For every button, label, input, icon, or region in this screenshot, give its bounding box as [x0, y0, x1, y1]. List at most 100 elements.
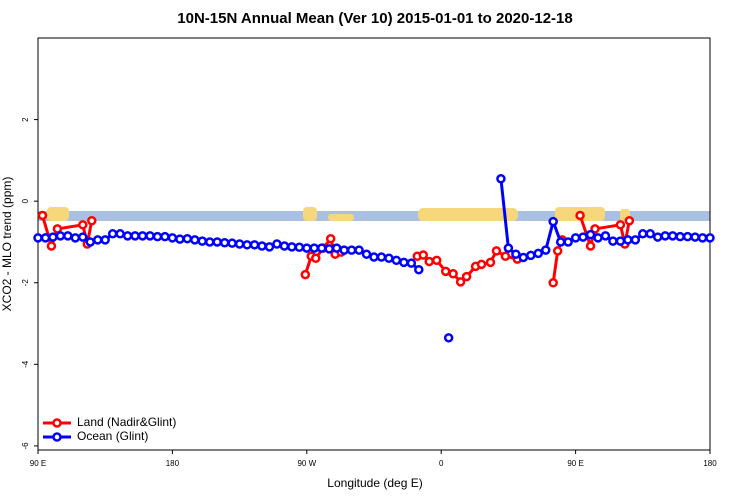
data-point: [182, 233, 193, 244]
x-tick-label: 90 W: [297, 459, 316, 468]
data-point: [485, 257, 496, 268]
data-point: [63, 231, 73, 241]
data-point: [40, 233, 51, 243]
data-point: [623, 235, 633, 245]
data-point: [234, 239, 245, 249]
data-point: [311, 253, 321, 264]
data-point: [624, 215, 635, 226]
data-point: [354, 245, 364, 255]
legend-label: Land (Nadir&Glint): [77, 415, 176, 429]
data-point: [70, 233, 81, 243]
data-point: [548, 216, 558, 227]
data-point: [552, 246, 563, 256]
data-point: [302, 243, 312, 253]
y-tick-label: -2: [21, 279, 30, 287]
x-tick-label: 0: [439, 459, 444, 468]
data-point: [197, 236, 208, 246]
data-point: [406, 258, 417, 268]
data-point: [85, 237, 96, 247]
data-point: [476, 259, 487, 270]
legend-marker: [52, 418, 62, 428]
data-point: [448, 269, 458, 279]
data-point: [249, 240, 260, 250]
data-point: [608, 236, 618, 246]
data-point: [424, 256, 435, 267]
data-point: [48, 232, 58, 242]
y-tick-label: 0: [21, 198, 30, 203]
data-point: [533, 248, 544, 259]
legend-marker: [52, 432, 62, 442]
data-point: [100, 235, 110, 245]
data-point: [325, 233, 336, 244]
data-point: [257, 241, 267, 251]
data-point: [272, 239, 282, 249]
data-point: [376, 252, 387, 262]
data-point: [152, 231, 163, 242]
data-point: [615, 220, 626, 230]
data-point: [630, 235, 641, 245]
data-point: [548, 278, 558, 288]
data-point: [346, 245, 357, 255]
data-point: [399, 257, 409, 268]
data-point: [115, 229, 125, 239]
data-point: [540, 245, 551, 255]
data-point: [369, 252, 379, 262]
data-point: [518, 252, 529, 263]
legend-label: Ocean (Glint): [77, 429, 148, 443]
data-point: [331, 243, 342, 253]
data-point: [600, 231, 611, 241]
data-point: [615, 236, 626, 246]
y-tick-label: -6: [21, 442, 30, 450]
data-point: [339, 245, 349, 255]
map-strip: [38, 207, 710, 221]
data-point: [384, 253, 394, 264]
data-point: [526, 250, 536, 261]
data-point: [122, 231, 133, 241]
data-point: [585, 241, 596, 251]
x-tick-label: 90 E: [30, 459, 46, 468]
data-point: [500, 251, 511, 261]
data-point: [145, 231, 155, 241]
data-point: [78, 220, 88, 230]
data-point: [585, 229, 596, 240]
data-point: [563, 237, 573, 247]
data-point: [137, 231, 148, 241]
data-point: [590, 224, 600, 234]
data-point: [414, 264, 424, 275]
data-point: [287, 242, 297, 252]
data-point: [443, 333, 454, 343]
data-point: [264, 242, 275, 252]
data-point: [461, 271, 472, 282]
data-point: [682, 231, 693, 242]
data-point: [309, 243, 320, 253]
y-tick-label: -4: [21, 360, 30, 368]
data-point: [503, 243, 514, 253]
data-point: [555, 237, 566, 247]
data-point: [440, 266, 451, 277]
data-point: [175, 234, 185, 244]
data-point: [87, 215, 97, 226]
x-tick-label: 180: [703, 459, 717, 468]
chart-title: 10N-15N Annual Mean (Ver 10) 2015-01-01 …: [177, 10, 572, 27]
data-point: [55, 231, 66, 241]
data-point: [570, 233, 581, 243]
data-point: [455, 277, 466, 287]
data-point: [391, 255, 402, 266]
y-tick-label: 2: [21, 117, 30, 122]
x-tick-label: 90 E: [567, 459, 583, 468]
data-point: [92, 235, 103, 245]
data-point: [575, 210, 585, 221]
data-point: [491, 246, 502, 256]
data-point: [361, 249, 372, 259]
x-axis-label: Longitude (deg E): [327, 476, 422, 490]
data-point: [33, 233, 43, 243]
data-point: [652, 232, 663, 242]
x-tick-label: 180: [166, 459, 180, 468]
data-point: [212, 237, 222, 247]
data-point: [690, 232, 700, 242]
data-point: [496, 173, 506, 184]
data-point: [46, 241, 57, 251]
data-point: [242, 240, 252, 250]
data-point: [78, 232, 88, 242]
